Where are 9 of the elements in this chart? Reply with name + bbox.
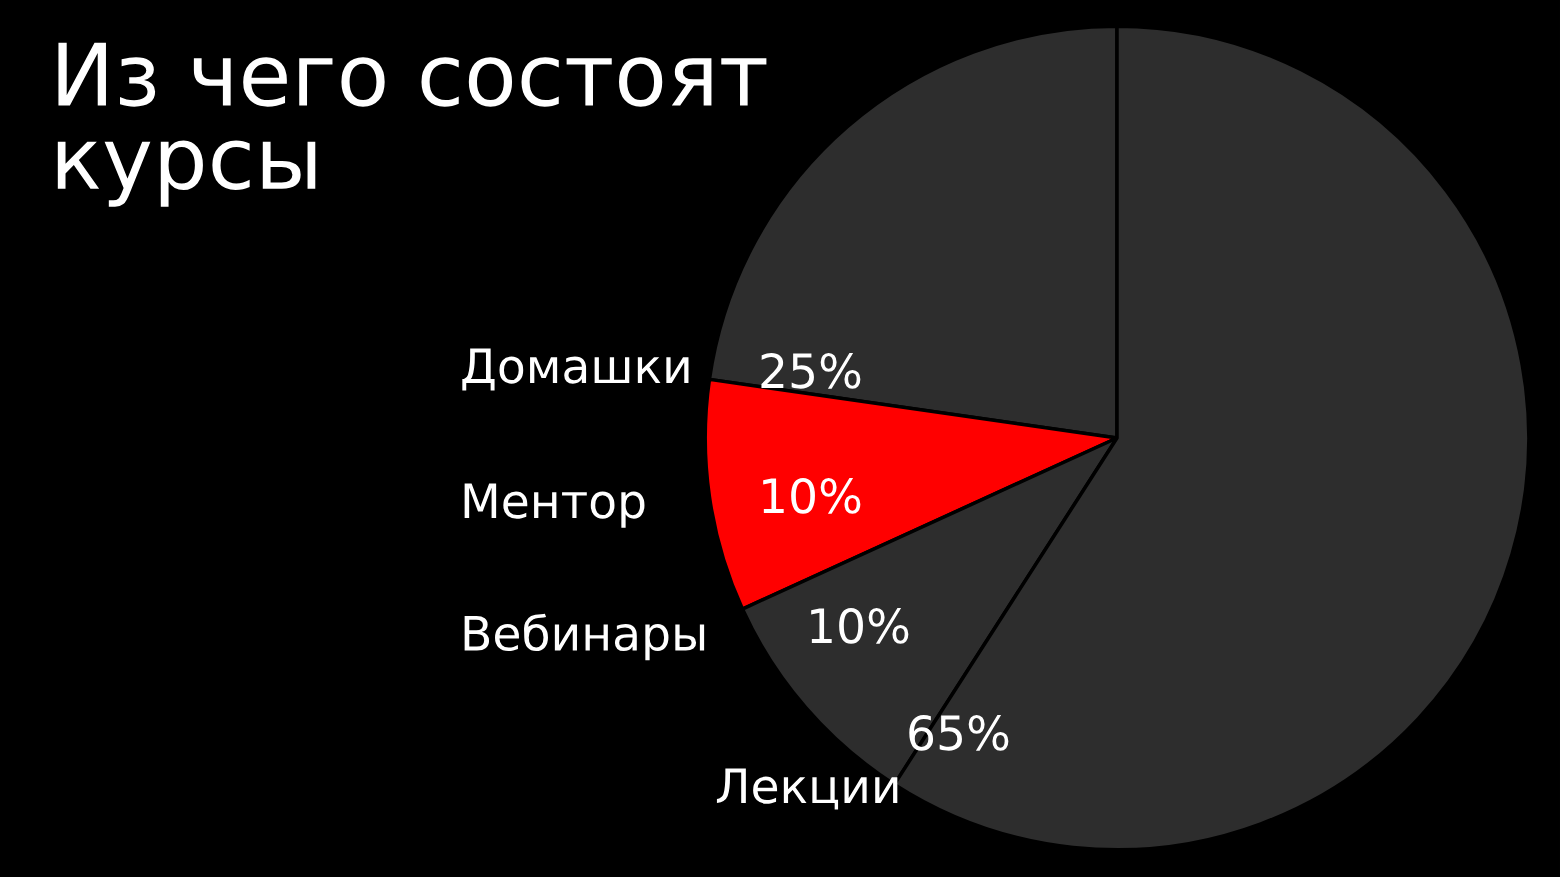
text: Из чего состоят курсы bbox=[57, 42, 767, 207]
slice-label: Вебинары bbox=[464, 613, 705, 661]
data-label: 10% bbox=[811, 607, 909, 644]
data-label: 65% bbox=[909, 714, 1009, 751]
data-label: 25% bbox=[761, 352, 861, 389]
slice-label: Ментор bbox=[464, 483, 645, 528]
data-label: 10% bbox=[763, 477, 861, 514]
slice-label: Лекции bbox=[716, 768, 898, 810]
slice-label: Домашки bbox=[462, 348, 689, 391]
